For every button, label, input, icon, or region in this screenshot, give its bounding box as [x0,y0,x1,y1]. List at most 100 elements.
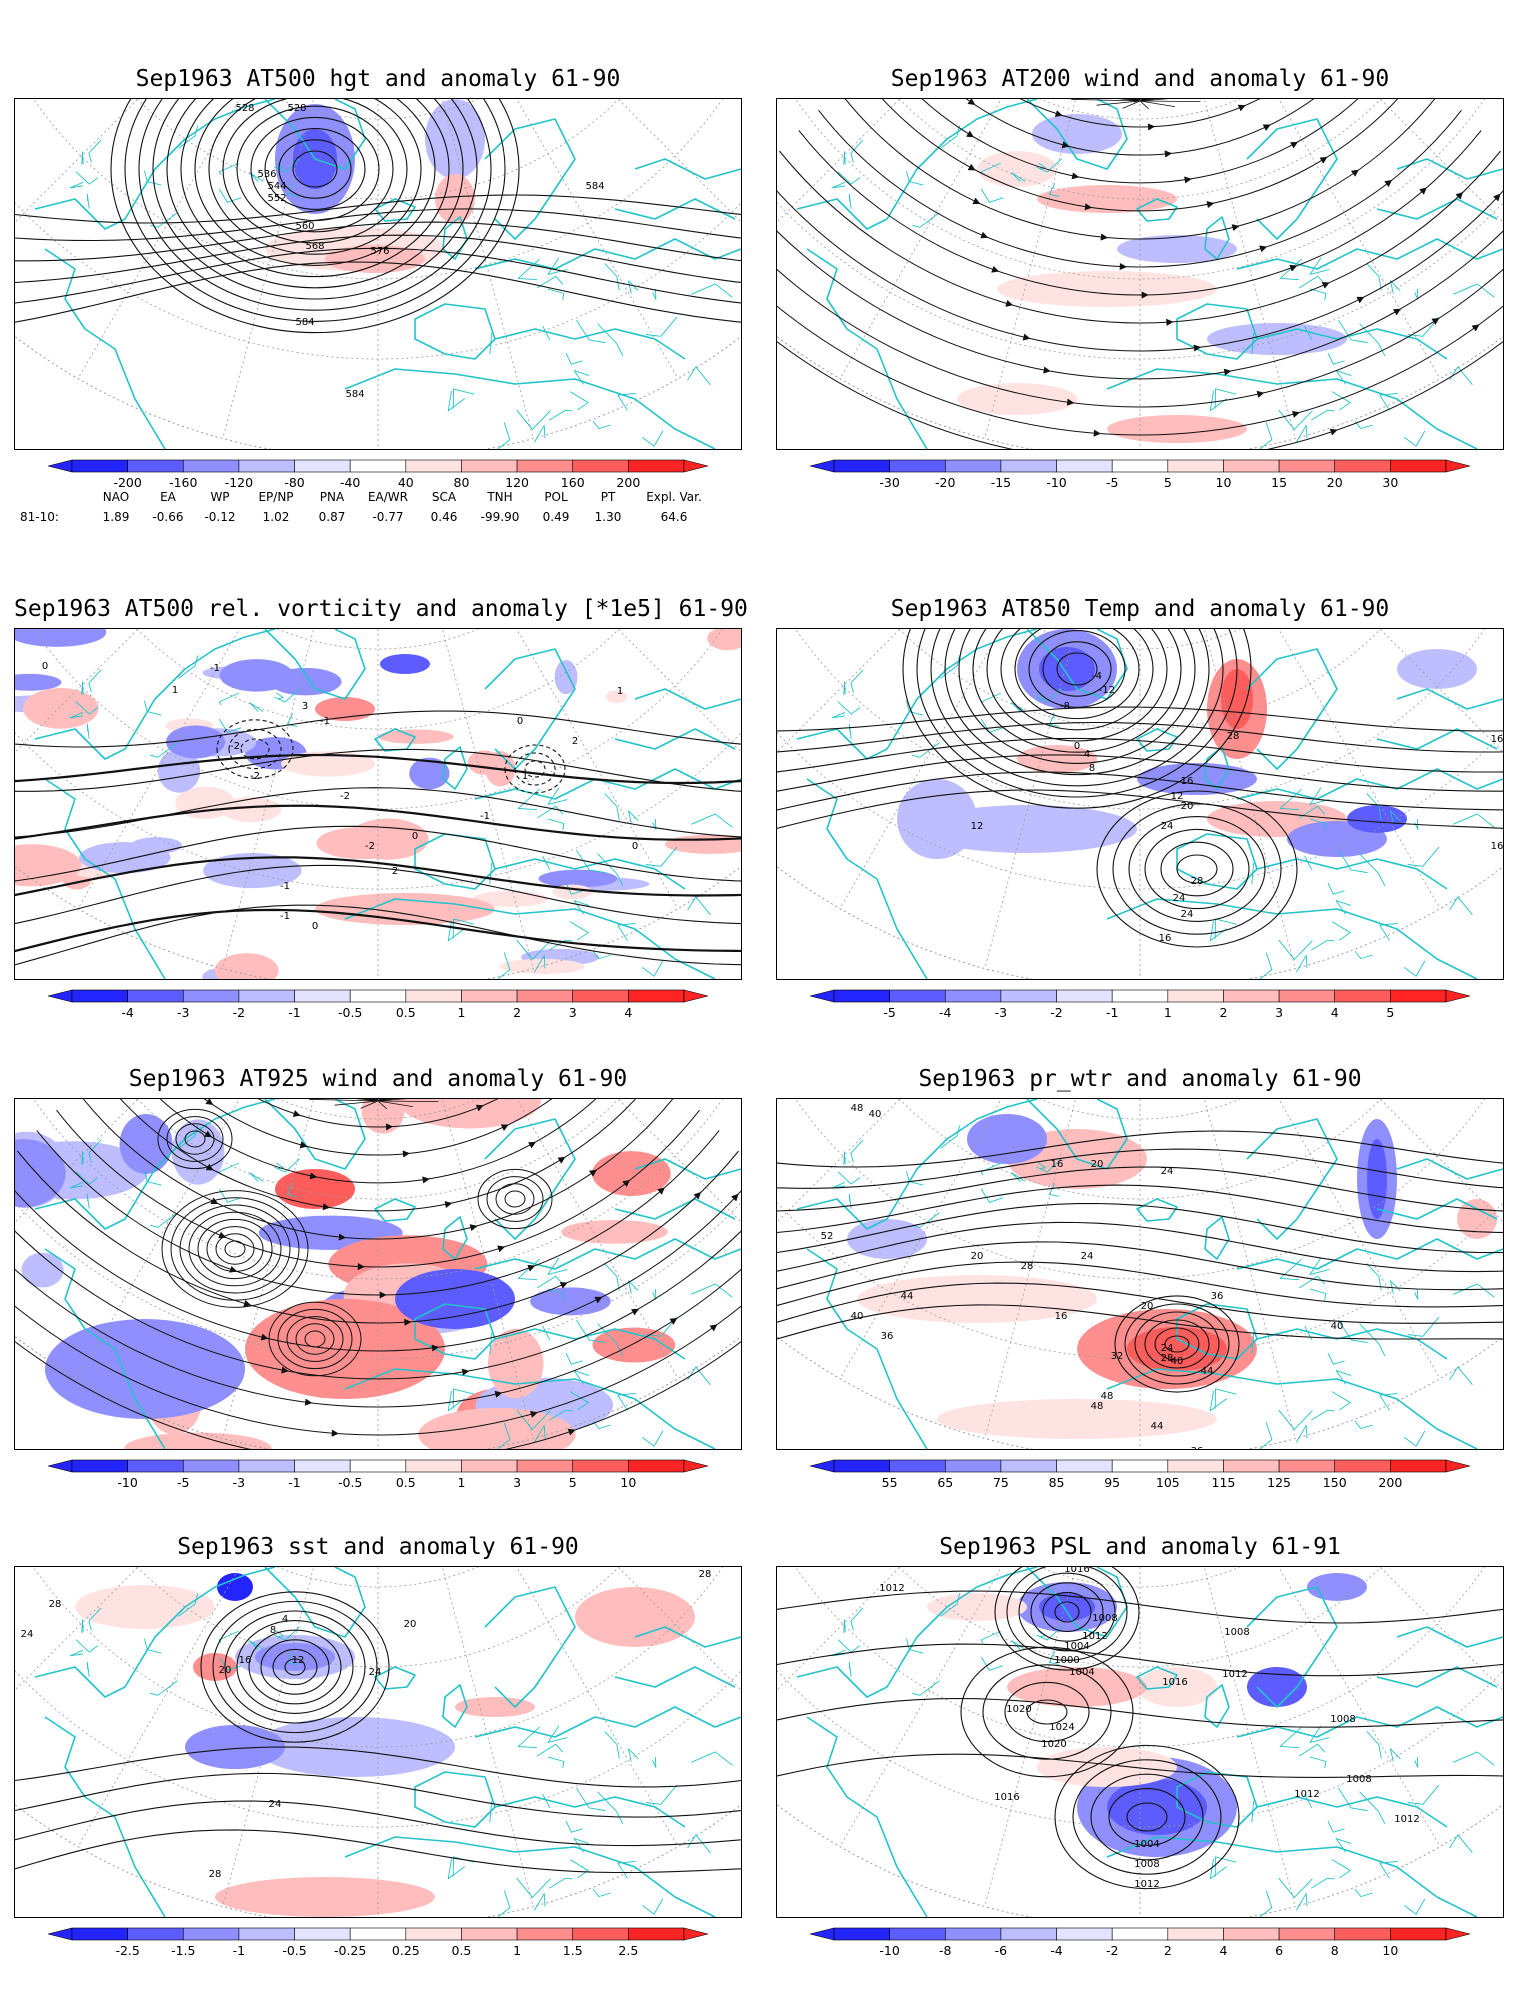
anomaly-shading [1207,323,1347,355]
colorbar-tick-label: -0.25 [334,1943,366,1958]
contour-line [960,1646,1134,1778]
anomaly-shading [425,99,485,179]
contour-line [15,1772,741,1818]
contour-label: 0 [42,661,48,672]
colorbar-wind200: -30 -20 -15 -10 -5 5 10 15 20 30 [809,459,1471,490]
border-segment [489,862,493,885]
colorbar-tick-label: 115 [1212,1475,1236,1490]
border-segment [150,742,178,758]
border-segment [1209,920,1227,942]
hemisphere-edge [777,1804,1503,1917]
anomaly-shading [1107,1779,1207,1835]
wind-vortex [268,1301,362,1377]
border-segment [1048,713,1060,727]
colorbar-box [889,1459,946,1473]
border-segment [249,1640,264,1650]
anomaly-shading [166,725,226,759]
coastlines [34,99,741,449]
border-segment [547,818,565,831]
colorbar-tick-label: 3 [513,1475,521,1490]
tele-header: EA/WR [367,490,409,504]
coastline-segment [484,1586,576,1708]
colorbar-tick-label: -1 [1106,1005,1118,1020]
border-segment [218,718,242,733]
border-segment [604,793,620,821]
contour-line [944,629,1210,776]
border-segment [1366,263,1382,291]
contour-label: 24 [1161,1343,1174,1354]
colorbar-box [1056,989,1113,1003]
map-frame: 28 24 20 16 12 8 4 24 20 24 28 28 [14,1566,742,1918]
contour-line [777,1590,1503,1624]
map-frame: 528 528 536 544 552 560 568 576 584 584 584 [14,98,742,450]
coastline-segment [1246,1118,1338,1240]
streamline [1139,100,1201,102]
meridian [15,99,139,223]
streamline [304,1330,326,1348]
border-segment [980,1162,1001,1176]
contour-line [1054,1744,1240,1890]
colorbar-box [572,1927,629,1941]
border-segment [547,288,565,301]
border-segment [565,352,583,365]
coastline-segment [44,248,166,449]
hemisphere-edge [15,1336,741,1449]
contour-line [514,752,556,786]
colorbar-arrow-high [683,989,709,1003]
border-segment [912,212,940,228]
border-segment [1295,954,1308,973]
border-segment [144,1170,162,1186]
contour-line [110,99,520,334]
contour-label: -1 [210,663,220,674]
panel-title: Sep1963 pr_wtr and anomaly 61-90 [918,1066,1362,1092]
colorbar-tick-label: -1.5 [171,1943,195,1958]
colorbar-box [1056,1927,1113,1941]
coastline-segment [1256,328,1448,360]
tele-value: -0.12 [204,510,236,524]
border-segment [691,813,733,828]
colorbar-box [1390,459,1447,473]
contour-line [1128,816,1266,922]
streamline [377,1100,387,1110]
coastline-segment [474,1238,741,1270]
contour-label: 16 [239,1655,252,1666]
contour-line [200,1591,390,1743]
coastline-segment [614,198,736,220]
border-segment [597,853,624,887]
border-segment [573,1838,590,1853]
contour-line [958,629,1196,764]
streamline [1139,100,1149,110]
anomaly-shading [927,1593,1027,1621]
contour-line [902,629,1252,809]
colorbar-tick-label: -0.5 [338,1475,362,1490]
contour-line [1042,1591,1092,1633]
coastline-segment [634,688,741,710]
border-segment [1338,849,1368,874]
anomaly-shading [157,748,201,793]
hemisphere-edge [777,1336,1503,1449]
anomaly-shading [1039,647,1095,691]
contour-label: 1000 [1054,1655,1079,1666]
border-segment [542,856,551,870]
colorbar-box [889,989,946,1003]
coastline-segment [442,216,468,260]
coastline-segment [414,303,496,360]
border-segment [1338,1319,1368,1344]
anomaly-shading [45,1319,245,1419]
border-segment [542,1794,551,1808]
contour-line [1160,841,1234,897]
border-segment [516,1877,551,1898]
contour-label: 16 [1055,1311,1068,1322]
meridian [617,1567,741,1691]
streamline-arrow [1356,296,1365,304]
border-segment [1404,1430,1426,1447]
wind-vortex [161,1190,309,1308]
colorbar-tick-label: 200 [616,475,640,490]
anomaly-shading [554,660,578,695]
colorbar-box [1000,1927,1057,1941]
border-segment [274,1626,301,1641]
colorbar-box [572,989,629,1003]
contour-line [1144,1319,1210,1369]
tele-header: TNH [487,490,513,504]
border-segment [645,846,678,867]
